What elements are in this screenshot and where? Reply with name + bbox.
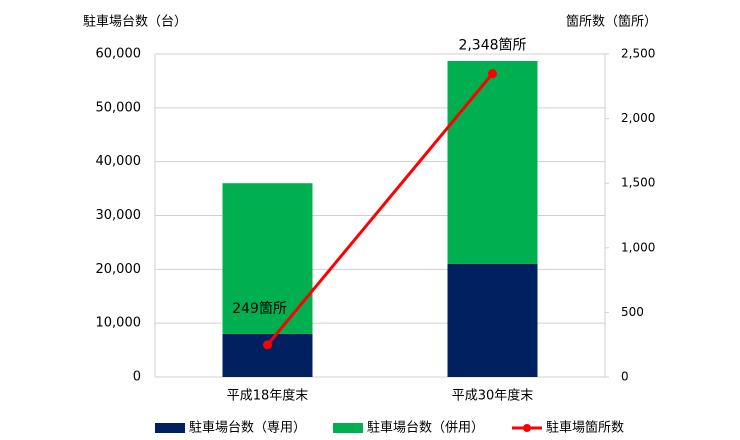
- line-point: [263, 340, 272, 350]
- legend-label: 駐車場台数（併用）: [367, 421, 484, 436]
- legend-swatch: [523, 424, 531, 432]
- y-tick-label: 10,000: [96, 316, 142, 331]
- data-label: 2,348箇所: [458, 37, 526, 54]
- legend-label: 駐車場台数（専用）: [189, 421, 306, 436]
- bar-segment: [447, 60, 538, 264]
- y-tick-label: 40,000: [96, 154, 142, 169]
- line-point: [488, 69, 497, 79]
- y2-tick-label: 500: [621, 305, 644, 319]
- bar-segment: [447, 263, 538, 377]
- legend-swatch: [155, 423, 185, 433]
- y2-tick-label: 1,500: [621, 176, 655, 190]
- y-tick-label: 30,000: [96, 208, 142, 223]
- y-tick-label: 20,000: [96, 262, 142, 277]
- data-label: 249箇所: [232, 300, 287, 317]
- y2-tick-label: 1,000: [621, 240, 655, 254]
- y-tick-label: 50,000: [96, 100, 142, 115]
- line: [266, 72, 494, 346]
- y-axis-title: 駐車場台数（台）: [83, 15, 187, 30]
- y-tick-label: 60,000: [96, 47, 142, 62]
- y2-tick-label: 2,000: [621, 111, 655, 125]
- legend-label: 駐車場箇所数: [546, 420, 624, 436]
- legend-swatch: [333, 423, 363, 433]
- y2-tick-label: 2,500: [621, 47, 655, 61]
- y-tick-label: 0: [133, 370, 141, 385]
- x-tick-label: 平成18年度末: [227, 388, 309, 404]
- y2-tick-label: 0: [621, 370, 629, 384]
- x-tick-label: 平成30年度末: [452, 388, 534, 404]
- y2-axis-title: 箇所数（箇所）: [566, 14, 657, 30]
